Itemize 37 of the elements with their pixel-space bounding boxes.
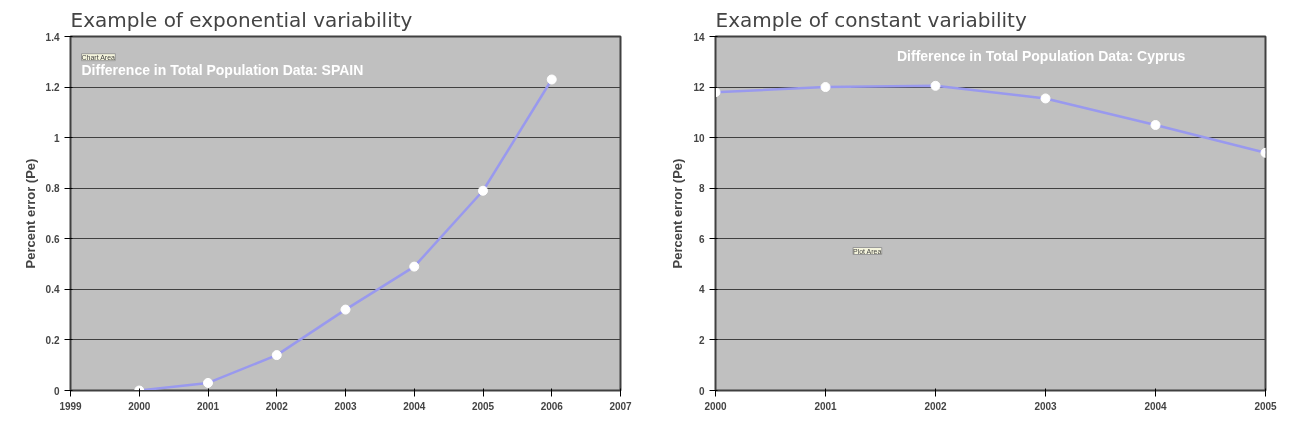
x-tick-label: 2003 (1034, 400, 1058, 412)
x-tick-label: 2004 (1144, 400, 1168, 412)
x-tick-label: 1999 (59, 400, 83, 412)
x-tick-label: 2004 (403, 400, 426, 412)
y-tick-label: 8 (698, 183, 705, 195)
x-tick-label: 2001 (196, 400, 220, 412)
y-tick-label: 0 (698, 385, 705, 397)
y-tick-label: 0.6 (45, 233, 60, 245)
y-tick-label: 1 (53, 132, 60, 144)
x-tick-label: 2005 (471, 400, 495, 412)
x-tick-label: 2007 (609, 400, 633, 412)
y-tick-label: 1.2 (45, 82, 60, 94)
x-tick-label: 2002 (265, 400, 289, 412)
x-tick-label: 2006 (540, 400, 564, 412)
x-tick-label: 2001 (814, 400, 838, 412)
chart-title: Example of constant variability (715, 7, 1027, 32)
y-tick-label: 0 (53, 385, 60, 397)
x-tick-label: 2003 (334, 400, 358, 412)
text: Difference in Total Population Data: SPAIN (81, 61, 364, 78)
x-tick-label: 2000 (128, 400, 151, 412)
y-axis-title: Percent error (Pe) (22, 158, 38, 269)
y-tick-label: 0.8 (45, 183, 60, 195)
y-tick-label: 4 (698, 284, 705, 296)
chart-title: Example of exponential variability (70, 7, 413, 32)
y-tick-label: 6 (698, 233, 705, 245)
x-tick-label: 2005 (1254, 400, 1278, 412)
y-tick-label: 1.4 (45, 31, 60, 43)
y-tick-label: 2 (698, 334, 705, 346)
y-tick-label: 10 (693, 132, 705, 144)
y-axis-title: Percent error (Pe) (670, 158, 686, 269)
y-tick-label: 0.4 (45, 284, 60, 296)
y-tick-label: 12 (693, 82, 705, 94)
y-tick-label: 14 (693, 31, 705, 43)
x-tick-label: 2000 (704, 400, 728, 412)
text: Difference in Total Population Data: Cyprus (897, 48, 1186, 65)
x-tick-label: 2002 (924, 400, 948, 412)
y-tick-label: 0.2 (45, 334, 60, 346)
